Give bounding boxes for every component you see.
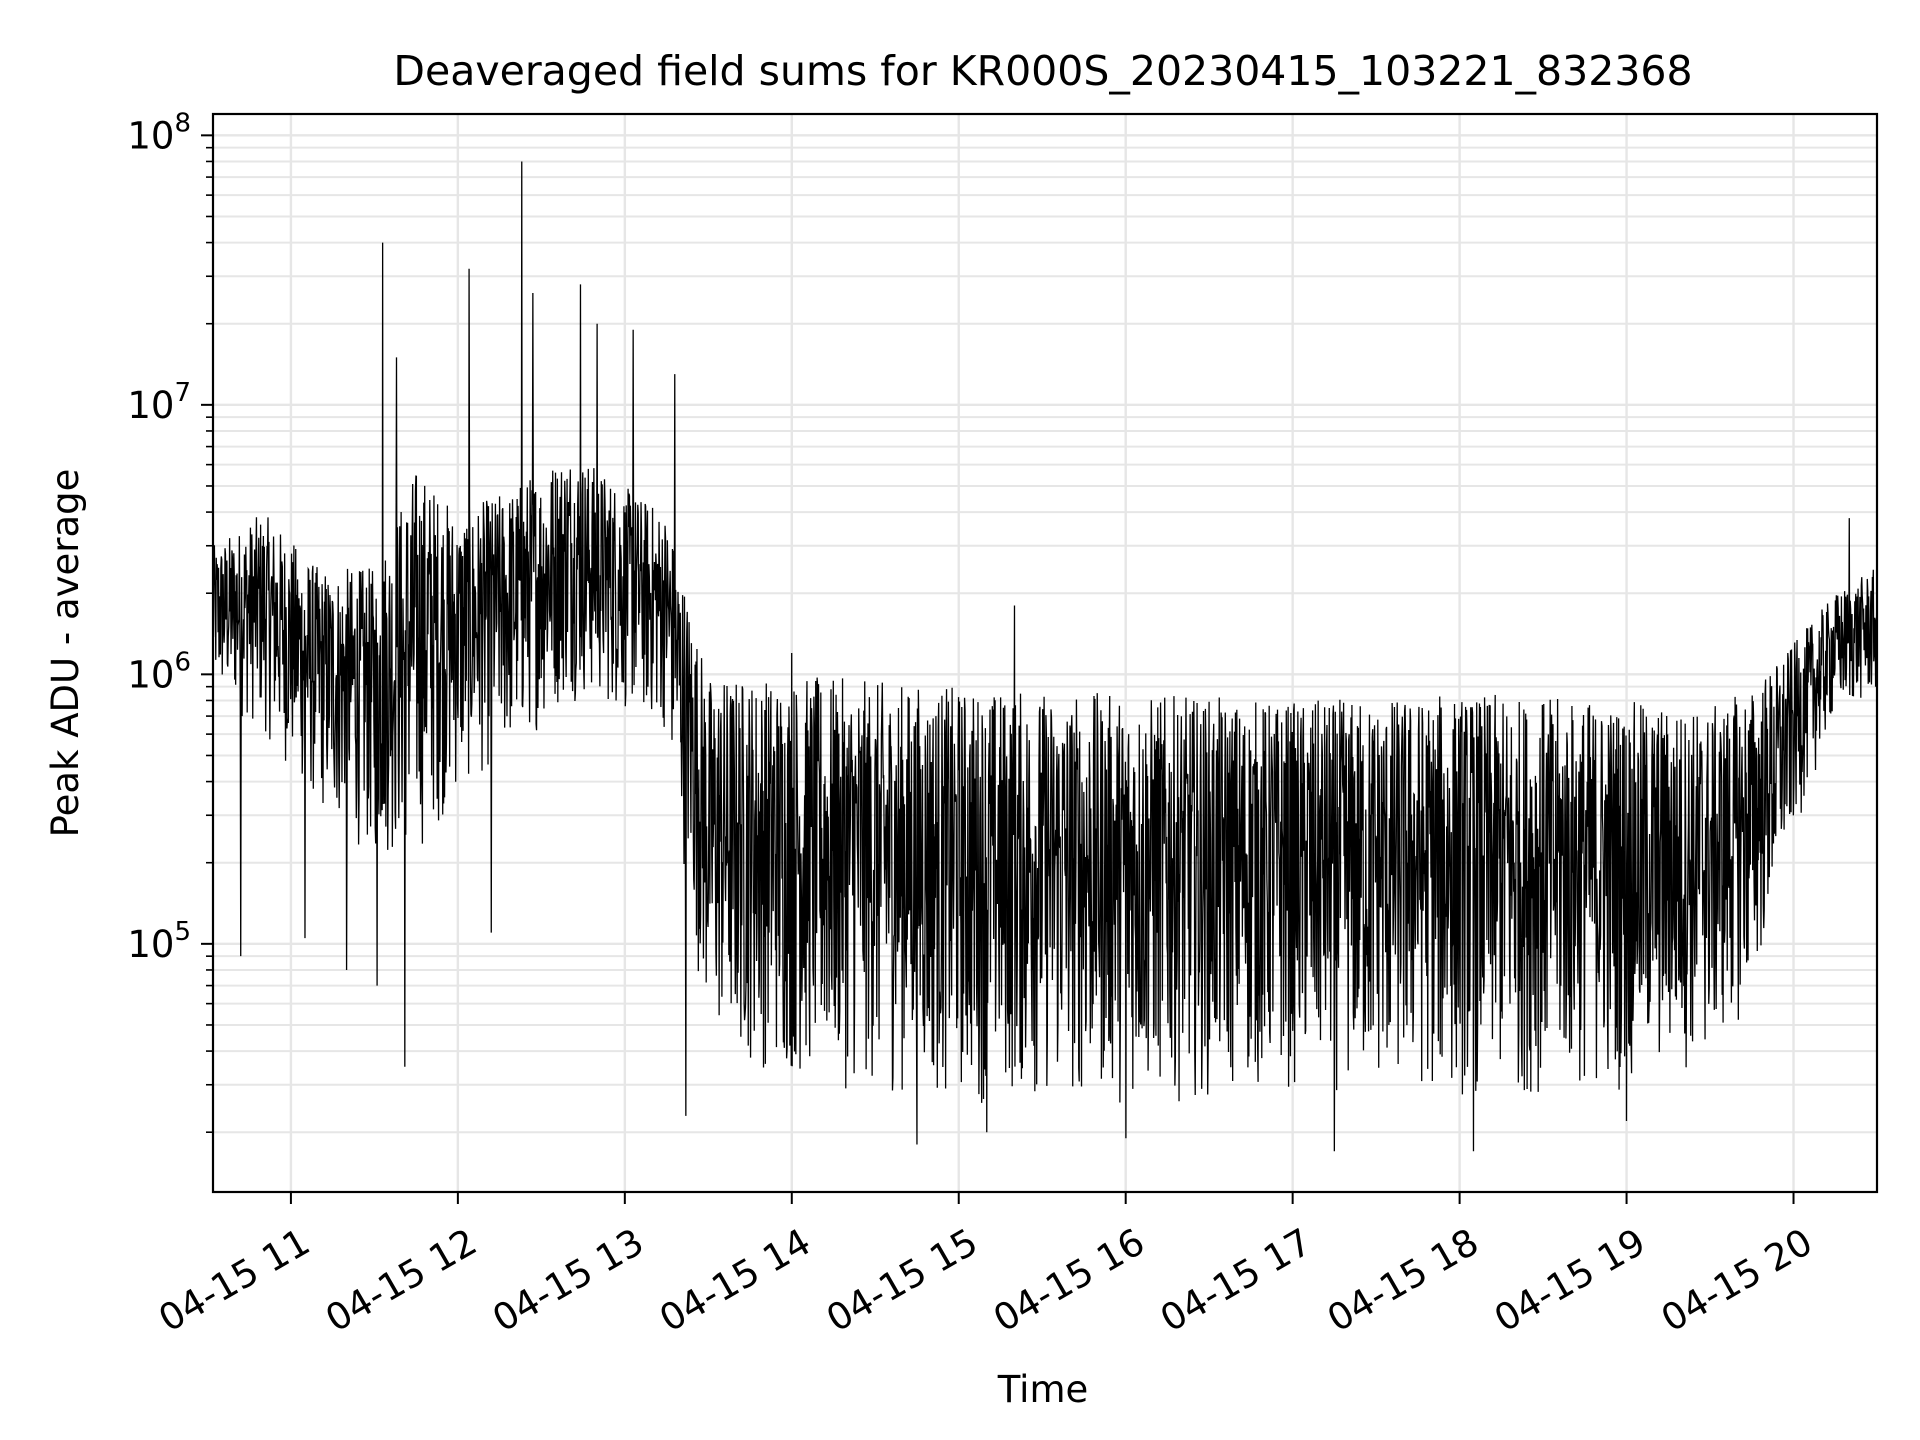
y-tick-label: 107 (127, 378, 191, 427)
plot-frame (211, 112, 1879, 1194)
y-tick-label: 108 (127, 108, 191, 157)
y-tick-label: 105 (127, 917, 191, 966)
chart-title: Deaveraged field sums for KR000S_2023041… (393, 47, 1692, 95)
plot-area (213, 161, 1877, 1152)
y-axis-label: Peak ADU - average (44, 469, 87, 838)
y-tick-label: 106 (127, 647, 191, 696)
y-axis: 105 106 107 108 (127, 108, 213, 1134)
x-axis-label: Time (997, 1368, 1089, 1411)
series-line (213, 161, 1877, 1152)
